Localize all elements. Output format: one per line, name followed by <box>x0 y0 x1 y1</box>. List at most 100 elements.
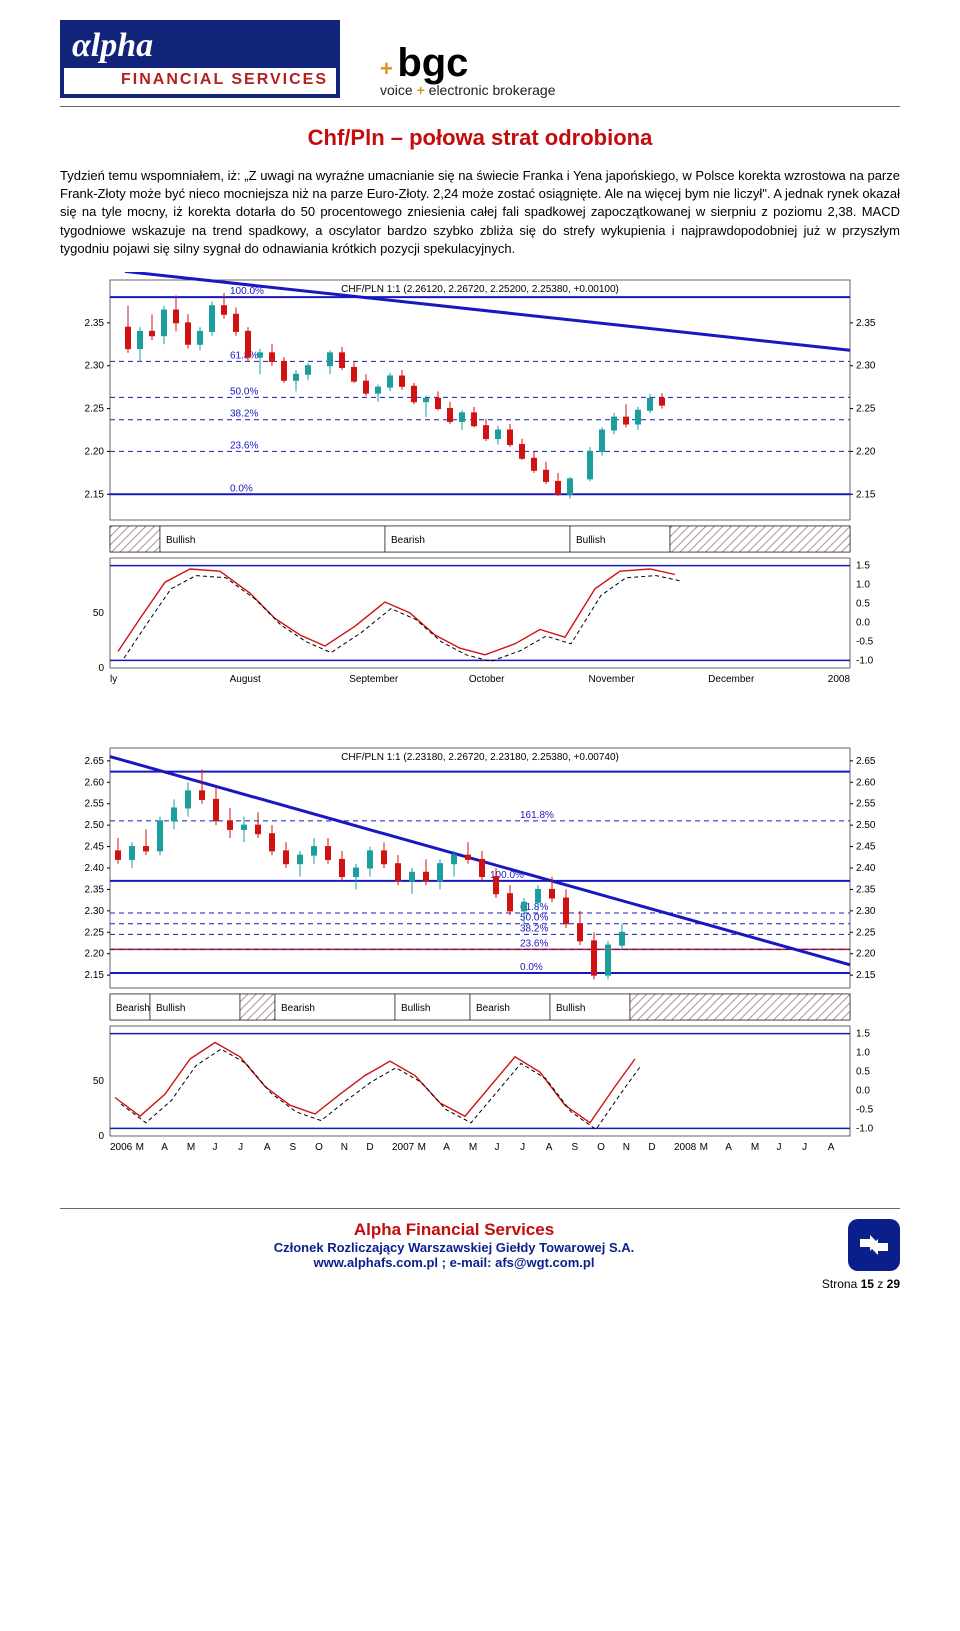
chart-1-svg: 2.152.152.202.202.252.252.302.302.352.35… <box>60 272 900 722</box>
svg-text:M: M <box>751 1142 759 1153</box>
header-logos: αlpha FINANCIAL SERVICES + bgc voice + e… <box>60 20 900 107</box>
article-body: Tydzień temu wspomniałem, iż: „Z uwagi n… <box>60 167 900 258</box>
svg-text:2.30: 2.30 <box>85 361 105 372</box>
svg-text:2007: 2007 <box>392 1142 415 1153</box>
svg-text:2.55: 2.55 <box>85 799 105 810</box>
svg-text:J: J <box>777 1142 782 1153</box>
bgc-plus-icon: + <box>380 56 393 81</box>
svg-text:2.15: 2.15 <box>85 489 105 500</box>
svg-text:Bearish: Bearish <box>476 1003 510 1014</box>
svg-text:Bullish: Bullish <box>401 1003 430 1014</box>
svg-text:J: J <box>520 1142 525 1153</box>
svg-text:2.25: 2.25 <box>856 404 876 415</box>
svg-text:38.2%: 38.2% <box>520 923 548 934</box>
svg-text:CHF/PLN 1:1 (2.26120, 2.26720,: CHF/PLN 1:1 (2.26120, 2.26720, 2.25200, … <box>341 284 619 295</box>
svg-text:23.6%: 23.6% <box>520 938 548 949</box>
bgc-tagline: voice + electronic brokerage <box>380 82 556 98</box>
svg-text:2.25: 2.25 <box>856 927 876 938</box>
svg-text:A: A <box>828 1142 835 1153</box>
footer-text: Alpha Financial Services Członek Rozlicz… <box>60 1220 848 1270</box>
svg-text:2.20: 2.20 <box>85 446 105 457</box>
svg-text:50: 50 <box>93 1076 105 1087</box>
svg-text:2.55: 2.55 <box>856 799 876 810</box>
svg-text:Bullish: Bullish <box>166 535 195 546</box>
svg-text:Bullish: Bullish <box>156 1003 185 1014</box>
svg-text:December: December <box>708 674 755 685</box>
svg-text:1.0: 1.0 <box>856 1047 870 1058</box>
svg-text:2.30: 2.30 <box>856 361 876 372</box>
svg-text:50: 50 <box>93 608 105 619</box>
svg-text:2.20: 2.20 <box>856 446 876 457</box>
svg-text:August: August <box>230 674 261 685</box>
svg-text:2008: 2008 <box>828 674 851 685</box>
svg-text:D: D <box>648 1142 655 1153</box>
svg-text:A: A <box>725 1142 732 1153</box>
chart-2: 2.15 2.15 2.20 2.20 2.25 2.25 2.30 2.30 2.35 2.35… <box>60 740 900 1190</box>
svg-text:ly: ly <box>110 674 117 685</box>
svg-text:2.25: 2.25 <box>85 927 105 938</box>
svg-text:Bearish: Bearish <box>391 535 425 546</box>
svg-text:38.2%: 38.2% <box>230 409 258 420</box>
footer: Alpha Financial Services Członek Rozlicz… <box>60 1208 900 1271</box>
svg-text:1.5: 1.5 <box>856 561 870 572</box>
svg-text:0: 0 <box>98 1131 104 1142</box>
svg-text:2.20: 2.20 <box>856 949 876 960</box>
svg-text:2.30: 2.30 <box>856 906 876 917</box>
svg-text:-1.0: -1.0 <box>856 655 874 666</box>
page-n: 15 <box>861 1277 874 1291</box>
svg-text:50.0%: 50.0% <box>230 386 258 397</box>
page-total: 29 <box>887 1277 900 1291</box>
svg-text:2.15: 2.15 <box>856 970 876 981</box>
svg-text:2008: 2008 <box>674 1142 697 1153</box>
chart-2-svg: 2.15 2.15 2.20 2.20 2.25 2.25 2.30 2.30 2.35 2.35… <box>60 740 900 1190</box>
svg-text:M: M <box>700 1142 708 1153</box>
svg-text:J: J <box>802 1142 807 1153</box>
svg-text:23.6%: 23.6% <box>230 440 258 451</box>
svg-text:0.0: 0.0 <box>856 1085 870 1096</box>
svg-text:2.35: 2.35 <box>85 318 105 329</box>
svg-text:2.15: 2.15 <box>85 970 105 981</box>
svg-text:2.20: 2.20 <box>85 949 105 960</box>
svg-text:M: M <box>469 1142 477 1153</box>
svg-text:2.40: 2.40 <box>856 863 876 874</box>
svg-text:2.45: 2.45 <box>856 842 876 853</box>
page-mid: z <box>874 1277 887 1291</box>
alpha-logo-bottom: FINANCIAL SERVICES <box>64 68 336 94</box>
svg-text:Bearish: Bearish <box>281 1003 315 1014</box>
svg-text:2.35: 2.35 <box>856 884 876 895</box>
svg-text:2.35: 2.35 <box>856 318 876 329</box>
svg-text:2.50: 2.50 <box>856 820 876 831</box>
svg-text:100.0%: 100.0% <box>230 286 264 297</box>
svg-text:October: October <box>469 674 505 685</box>
svg-text:2.35: 2.35 <box>85 884 105 895</box>
svg-text:J: J <box>238 1142 243 1153</box>
svg-text:J: J <box>495 1142 500 1153</box>
footer-company: Alpha Financial Services <box>60 1220 848 1240</box>
svg-text:0.5: 0.5 <box>856 598 870 609</box>
svg-text:M: M <box>187 1142 195 1153</box>
alpha-logo-top: αlpha <box>64 24 336 68</box>
page-number: Strona 15 z 29 <box>60 1277 900 1291</box>
bgc-text: bgc <box>397 41 468 85</box>
svg-text:2.25: 2.25 <box>85 404 105 415</box>
svg-text:N: N <box>623 1142 630 1153</box>
svg-text:2.65: 2.65 <box>856 756 876 767</box>
svg-text:2.65: 2.65 <box>85 756 105 767</box>
svg-text:2006: 2006 <box>110 1142 133 1153</box>
svg-text:A: A <box>443 1142 450 1153</box>
svg-text:Bearish: Bearish <box>116 1003 150 1014</box>
svg-text:0.0%: 0.0% <box>230 483 253 494</box>
svg-text:61.8%: 61.8% <box>230 350 258 361</box>
chart-1: 2.152.152.202.202.252.252.302.302.352.35… <box>60 272 900 722</box>
svg-text:September: September <box>349 674 399 685</box>
svg-text:-0.5: -0.5 <box>856 1104 874 1115</box>
svg-text:A: A <box>264 1142 271 1153</box>
svg-text:2.30: 2.30 <box>85 906 105 917</box>
svg-text:-1.0: -1.0 <box>856 1123 874 1134</box>
svg-text:O: O <box>315 1142 323 1153</box>
svg-text:1.0: 1.0 <box>856 579 870 590</box>
alpha-logo: αlpha FINANCIAL SERVICES <box>60 20 340 98</box>
svg-text:November: November <box>589 674 636 685</box>
bgc-tag-plus: + <box>417 82 425 98</box>
svg-text:M: M <box>418 1142 426 1153</box>
